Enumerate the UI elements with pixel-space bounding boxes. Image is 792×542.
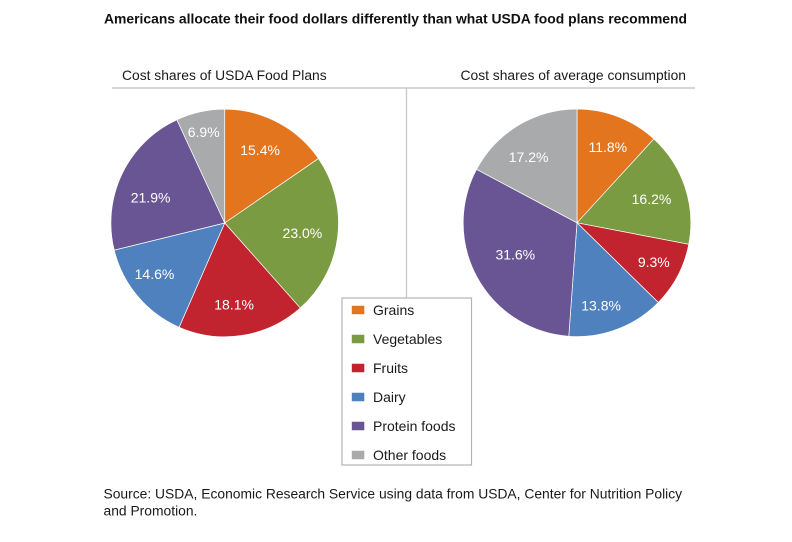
svg-text:15.4%: 15.4% [240, 142, 280, 158]
svg-text:Americans allocate their food: Americans allocate their food dollars di… [104, 10, 687, 26]
svg-text:9.3%: 9.3% [638, 254, 670, 270]
svg-text:21.9%: 21.9% [131, 189, 171, 205]
svg-text:16.2%: 16.2% [632, 191, 672, 207]
svg-text:23.0%: 23.0% [283, 225, 323, 241]
svg-text:13.8%: 13.8% [581, 298, 621, 314]
svg-text:Protein foods: Protein foods [373, 418, 456, 434]
svg-text:Vegetables: Vegetables [373, 331, 442, 347]
svg-text:Other foods: Other foods [373, 447, 446, 463]
svg-text:17.2%: 17.2% [509, 149, 549, 165]
svg-text:18.1%: 18.1% [214, 297, 254, 313]
svg-text:Grains: Grains [373, 302, 414, 318]
svg-text:6.9%: 6.9% [188, 124, 220, 140]
svg-text:11.8%: 11.8% [588, 139, 627, 155]
svg-text:Cost shares of average consump: Cost shares of average consumption [461, 67, 686, 83]
svg-text:Cost shares of USDA Food Plans: Cost shares of USDA Food Plans [122, 67, 327, 83]
svg-text:14.6%: 14.6% [135, 266, 175, 282]
svg-text:Source: USDA, Economic Researc: Source: USDA, Economic Research Service … [104, 485, 683, 501]
svg-text:31.6%: 31.6% [495, 247, 535, 263]
svg-text:Fruits: Fruits [373, 360, 408, 376]
svg-text:Dairy: Dairy [373, 389, 406, 405]
svg-text:and Promotion.: and Promotion. [104, 503, 198, 519]
